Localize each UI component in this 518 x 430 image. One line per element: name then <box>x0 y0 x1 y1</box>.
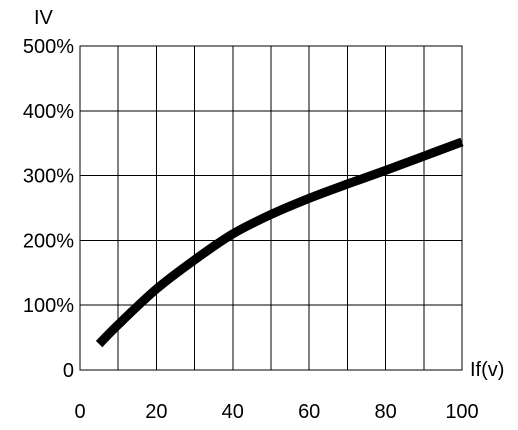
y-tick-label: 500% <box>23 36 74 58</box>
y-axis-title: IV <box>34 7 54 29</box>
x-tick-labels: 0 20 40 60 80 100 <box>74 401 478 423</box>
y-tick-label: 400% <box>23 101 74 123</box>
x-tick-label: 100 <box>445 401 478 423</box>
series-layer <box>95 137 464 348</box>
y-tick-label: 200% <box>23 230 74 252</box>
grid-layer <box>80 46 462 370</box>
x-tick-label: 20 <box>145 401 167 423</box>
y-tick-label: 100% <box>23 295 74 317</box>
x-axis-title: If(v) <box>470 359 504 381</box>
plot-frame <box>79 45 463 371</box>
y-tick-label: 300% <box>23 166 74 188</box>
x-tick-label: 60 <box>298 401 320 423</box>
x-tick-label: 0 <box>74 401 85 423</box>
x-tick-label: 80 <box>374 401 396 423</box>
y-tick-labels: 0 100% 200% 300% 400% 500% <box>23 36 74 382</box>
x-tick-label: 40 <box>222 401 244 423</box>
series-line <box>95 137 464 348</box>
y-tick-label: 0 <box>63 360 74 382</box>
